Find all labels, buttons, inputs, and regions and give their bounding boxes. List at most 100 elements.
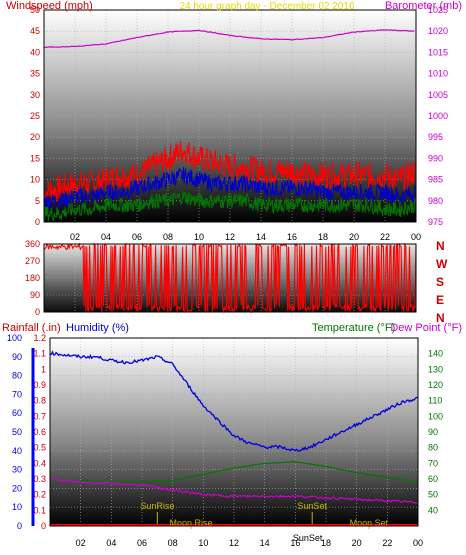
wind-plot-frame [43,9,417,223]
barometer-tick-label: 1025 [428,5,448,15]
astro-label: SunRise [140,501,174,511]
x-tick-label: 12 [229,538,239,548]
chart-title: 24 hour graph day - December 02 2016 [179,1,355,12]
rain-tick-label: 1.1 [33,349,46,359]
compass-label: S [436,275,444,289]
temperature-tick-label: 70 [428,458,438,468]
humidity-series-line [49,350,419,452]
rain-tick-label: 0.1 [33,505,46,515]
astro-label: SunSet [293,533,323,543]
rain-tick-label: 0.3 [33,474,46,484]
x-tick-label: 12 [225,232,235,242]
x-tick-label: 10 [194,232,204,242]
temperature-tick-label: 110 [428,396,442,406]
x-tick-label: 16 [287,232,297,242]
direction-series-line [43,242,417,314]
wind-tick-label: 30 [30,90,40,100]
humidity-tick-label: 0 [17,521,22,531]
direction-tick-label: 180 [25,273,40,283]
barometer-tick-label: 975 [428,217,443,227]
rain-tick-label: 0.7 [33,411,46,421]
x-tick-label: 00 [413,538,423,548]
direction-tick-label: 90 [30,290,40,300]
humidity-tick-label: 60 [12,408,22,418]
x-tick-label: 06 [132,232,142,242]
x-tick-label: 04 [101,232,111,242]
temperature-tick-label: 60 [428,474,438,484]
compass-label: N [436,311,445,325]
rain-tick-label: 0.9 [33,380,46,390]
astro-label: SunSet [297,501,327,511]
rainfall-axis-label: Rainfall (.in) [2,322,61,334]
climate-plot-frame [49,337,419,527]
wind-tick-label: 5 [35,196,40,206]
barometer-axis-label: Barometer (mb) [385,0,462,12]
barometer-tick-label: 980 [428,196,443,206]
climate-plot-grid [50,337,419,527]
direction-tick-label: 0 [35,307,40,317]
temperature-tick-label: 80 [428,443,438,453]
direction-tick-label: 360 [25,239,40,249]
x-tick-label: 02 [70,232,80,242]
humidity-tick-label: 30 [12,465,22,475]
rain-tick-label: 0.2 [33,490,46,500]
climate-plot-series [49,350,419,529]
rain-tick-label: 1.2 [33,333,46,343]
x-tick-label: 20 [349,232,359,242]
x-tick-label: 22 [382,538,392,548]
x-tick-label: 08 [163,232,173,242]
barometer-tick-label: 1015 [428,47,448,57]
temperature-tick-label: 100 [428,411,443,421]
astro-label: Moon Set [350,518,389,528]
temperature-tick-label: 130 [428,364,443,374]
wind-tick-label: 0 [35,217,40,227]
humidity-tick-label: 50 [12,427,22,437]
wind-axis-label: Windspeed (mph) [6,0,93,12]
barometer-tick-label: 995 [428,132,443,142]
rain-tick-label: 1 [41,364,46,374]
x-tick-label: 14 [260,538,270,548]
dewpoint-axis-label: Dew Point (°F) [390,322,462,334]
astro-label: Moon Rise [170,518,213,528]
wind-tick-label: 45 [30,26,40,36]
temperature-tick-label: 120 [428,380,443,390]
wind-tick-label: 15 [30,153,40,163]
direction-plot-frame [43,243,417,313]
wind_avg-series-line [43,167,417,210]
temperature-tick-label: 50 [428,490,438,500]
barometer-tick-label: 1010 [428,69,448,79]
x-tick-label: 16 [290,538,300,548]
compass-label: W [436,257,448,271]
x-tick-label: 04 [106,538,116,548]
wind-tick-label: 50 [30,5,40,15]
temperature-axis-label: Temperature (°F) [312,322,395,334]
wind-tick-label: 40 [30,47,40,57]
x-tick-label: 10 [198,538,208,548]
x-tick-label: 06 [137,538,147,548]
humidity-tick-label: 80 [12,371,22,381]
x-tick-label: 08 [168,538,178,548]
humidity-tick-label: 70 [12,389,22,399]
direction-tick-label: 270 [25,256,40,266]
x-tick-label: 14 [256,232,266,242]
barometer-tick-label: 1000 [428,111,448,121]
barometer-series-line [43,29,415,48]
climate-plot-axes: 010203040506070809010000.10.20.30.40.50.… [7,333,443,548]
temperature-series-line [49,461,419,483]
direction-plot-series [43,242,417,314]
humidity-tick-label: 10 [12,502,22,512]
humidity-tick-label: 100 [7,333,22,343]
rain-tick-label: 0.4 [33,458,46,468]
rain-tick-label: 0.6 [33,427,46,437]
x-tick-label: 18 [318,232,328,242]
wind-tick-label: 10 [30,175,40,185]
x-tick-label: 18 [321,538,331,548]
humidity-tick-label: 20 [12,483,22,493]
dewpoint-series-line [49,477,419,504]
barometer-tick-label: 1005 [428,90,448,100]
x-tick-label: 00 [411,232,421,242]
barometer-tick-label: 990 [428,153,443,163]
rain-tick-label: 0 [41,521,46,531]
